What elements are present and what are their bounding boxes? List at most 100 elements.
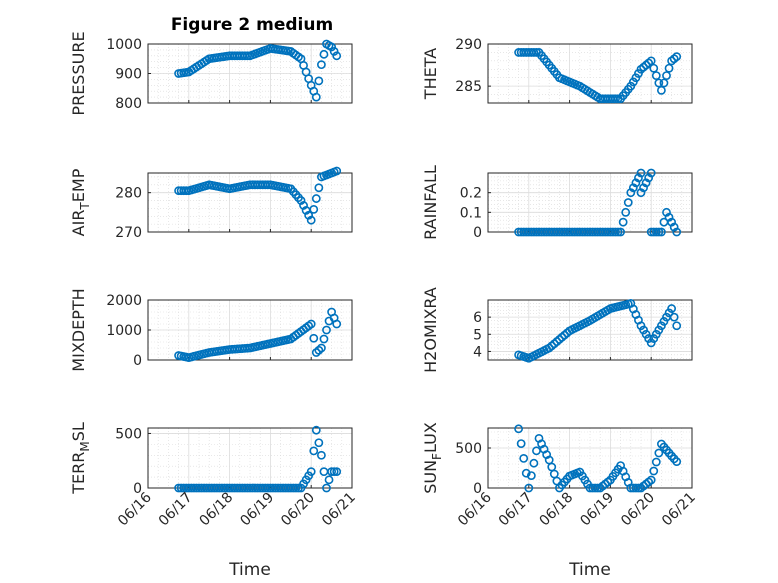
y-axis-label: TERRMSL (69, 422, 92, 495)
series-marker (649, 466, 659, 476)
y-tick-label: 1000 (106, 37, 142, 53)
y-tick-label: 900 (115, 67, 142, 83)
series-marker (639, 325, 648, 335)
series-markers (174, 39, 342, 102)
series-marker (309, 446, 319, 456)
subplot-6: 456 H2OMIXRA (421, 287, 693, 373)
series-marker (649, 334, 659, 343)
data-point (524, 483, 534, 493)
series-marker (314, 438, 324, 448)
series-marker (659, 78, 669, 88)
data-point (657, 321, 666, 331)
axes-box (147, 427, 353, 489)
axes-box (487, 299, 693, 361)
series-marker (651, 329, 661, 339)
series-marker (667, 217, 676, 227)
data-point (672, 227, 682, 237)
series-marker (644, 334, 654, 343)
data-point (332, 467, 342, 477)
series-marker (641, 178, 651, 188)
y-axis-label: SUNFLUX (421, 422, 444, 494)
series-marker (519, 453, 529, 463)
data-point (296, 196, 306, 205)
data-point (332, 166, 342, 176)
y-tick-label: 2000 (106, 293, 142, 309)
series-marker (319, 49, 329, 59)
series-marker (529, 48, 539, 57)
plot-area (488, 173, 692, 232)
series-marker (654, 78, 664, 88)
data-point (306, 319, 316, 329)
series-marker (662, 71, 671, 81)
data-point (646, 56, 656, 66)
data-point (616, 227, 625, 237)
subplot-5: 0 1000 2000 MIXDEPTH (69, 288, 353, 372)
series-marker (651, 71, 661, 81)
x-tick-label: 06/20 (618, 490, 658, 530)
y-tick-label: 270 (115, 225, 142, 241)
data-point (657, 227, 666, 237)
series-marker (529, 458, 539, 468)
y-tick-label: 500 (115, 426, 142, 442)
data-point (636, 321, 646, 331)
y-axis-label: MIXDEPTH (69, 288, 88, 371)
y-axis-label: AIRTEMP (69, 168, 92, 236)
y-axis-label: H2OMIXRA (421, 287, 440, 373)
series-marker (631, 483, 641, 493)
series-marker (669, 312, 679, 322)
y-tick-label: 1000 (106, 323, 142, 339)
data-point (646, 338, 656, 348)
subplot-4: 0 0.1 0.2 RAINFALL (421, 165, 693, 241)
series-marker (628, 183, 638, 193)
data-point (327, 42, 336, 52)
series-markers (514, 424, 682, 493)
subplot-2: 285 290 THETA (421, 37, 693, 104)
series-marker (664, 212, 674, 222)
series-marker (631, 178, 641, 188)
data-point (672, 457, 682, 466)
series-marker (623, 198, 633, 207)
data-point (672, 52, 682, 62)
axes-box (487, 427, 693, 489)
series-markers (514, 48, 682, 104)
series-markers (514, 299, 682, 363)
data-point (657, 85, 666, 95)
subplot-3: 270 280 AIRTEMP (69, 166, 353, 241)
axes-box (147, 172, 353, 233)
data-point (667, 304, 676, 313)
series-marker (324, 475, 334, 485)
x-axis-label: Time (568, 560, 611, 580)
data-point (327, 467, 336, 477)
series-marker (669, 222, 679, 232)
data-point (311, 425, 321, 435)
series-marker (654, 227, 664, 237)
y-tick-label: 4 (473, 344, 482, 360)
x-tick-label: 06/20 (278, 490, 318, 530)
subplot-1: 800 900 1000 PRESSURE (69, 31, 353, 116)
series-markers (174, 425, 342, 493)
y-axis-label: RAINFALL (421, 165, 440, 240)
y-tick-label: 500 (455, 441, 482, 457)
series-marker (516, 439, 526, 448)
y-tick-label: 800 (115, 96, 142, 112)
series-marker (304, 210, 314, 220)
y-axis-label: PRESSURE (69, 31, 88, 115)
x-tick-label: 06/21 (659, 490, 699, 530)
data-point (636, 168, 646, 178)
data-point (646, 475, 656, 485)
y-tick-label: 6 (473, 310, 482, 326)
series-marker (314, 76, 324, 86)
data-point (311, 348, 321, 357)
series-marker (329, 467, 339, 477)
y-tick-label: 0 (473, 225, 482, 241)
series-marker (611, 94, 620, 104)
series-marker (654, 448, 664, 458)
series-marker (664, 63, 674, 73)
series-marker (651, 457, 661, 467)
y-tick-label: 0.2 (460, 186, 482, 202)
series-marker (649, 63, 659, 73)
data-point (322, 483, 331, 493)
y-tick-label: 0.1 (460, 205, 482, 221)
